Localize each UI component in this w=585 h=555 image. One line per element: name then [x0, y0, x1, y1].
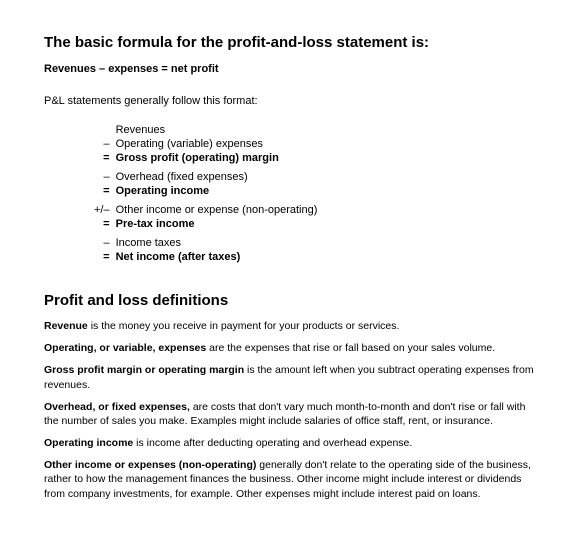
definition: Gross profit margin or operating margin …	[44, 363, 541, 391]
pl-row-symbol	[94, 123, 116, 137]
heading-2: Profit and loss definitions	[44, 292, 541, 309]
pl-row-symbol: +/–	[94, 198, 116, 217]
pl-row-symbol: =	[94, 151, 116, 165]
definition-term: Revenue	[44, 320, 88, 332]
pl-row-label: Other income or expense (non-operating)	[116, 198, 318, 217]
pl-row-symbol: –	[94, 231, 116, 250]
pl-row-label: Overhead (fixed expenses)	[116, 165, 318, 184]
heading-1: The basic formula for the profit-and-los…	[44, 34, 541, 51]
pl-row-symbol: =	[94, 250, 116, 264]
definition-text: is the money you receive in payment for …	[88, 320, 400, 332]
definition-term: Overhead, or fixed expenses,	[44, 401, 190, 413]
definition-term: Gross profit margin or operating margin	[44, 364, 244, 376]
pl-row: =Net income (after taxes)	[94, 250, 317, 264]
document-page: The basic formula for the profit-and-los…	[0, 0, 585, 539]
pl-row: Revenues	[94, 123, 317, 137]
pl-row-symbol: –	[94, 137, 116, 151]
definition-term: Other income or expenses (non-operating)	[44, 459, 256, 471]
definition-text: are the expenses that rise or fall based…	[206, 342, 495, 354]
pl-format-table: Revenues–Operating (variable) expenses=G…	[94, 123, 317, 264]
pl-row-label: Operating income	[116, 184, 318, 198]
pl-row-symbol: =	[94, 184, 116, 198]
definition-term: Operating, or variable, expenses	[44, 342, 206, 354]
pl-row: –Operating (variable) expenses	[94, 137, 317, 151]
definition: Other income or expenses (non-operating)…	[44, 458, 541, 501]
definition-term: Operating income	[44, 437, 133, 449]
pl-row-label: Revenues	[116, 123, 318, 137]
pl-row-symbol: =	[94, 217, 116, 231]
pl-row-label: Gross profit (operating) margin	[116, 151, 318, 165]
pl-row-label: Operating (variable) expenses	[116, 137, 318, 151]
definitions-block: Revenue is the money you receive in paym…	[44, 319, 541, 501]
pl-row: =Pre-tax income	[94, 217, 317, 231]
intro-line: P&L statements generally follow this for…	[44, 95, 541, 107]
pl-row: =Gross profit (operating) margin	[94, 151, 317, 165]
pl-row-label: Pre-tax income	[116, 217, 318, 231]
pl-row-symbol: –	[94, 165, 116, 184]
pl-row: =Operating income	[94, 184, 317, 198]
definition: Revenue is the money you receive in paym…	[44, 319, 541, 333]
pl-row-label: Income taxes	[116, 231, 318, 250]
formula-line: Revenues – expenses = net profit	[44, 63, 541, 75]
definition-text: is income after deducting operating and …	[133, 437, 412, 449]
pl-row-label: Net income (after taxes)	[116, 250, 318, 264]
pl-row: –Income taxes	[94, 231, 317, 250]
definition: Overhead, or fixed expenses, are costs t…	[44, 400, 541, 428]
pl-row: –Overhead (fixed expenses)	[94, 165, 317, 184]
definition: Operating, or variable, expenses are the…	[44, 341, 541, 355]
pl-row: +/–Other income or expense (non-operatin…	[94, 198, 317, 217]
definition: Operating income is income after deducti…	[44, 436, 541, 450]
